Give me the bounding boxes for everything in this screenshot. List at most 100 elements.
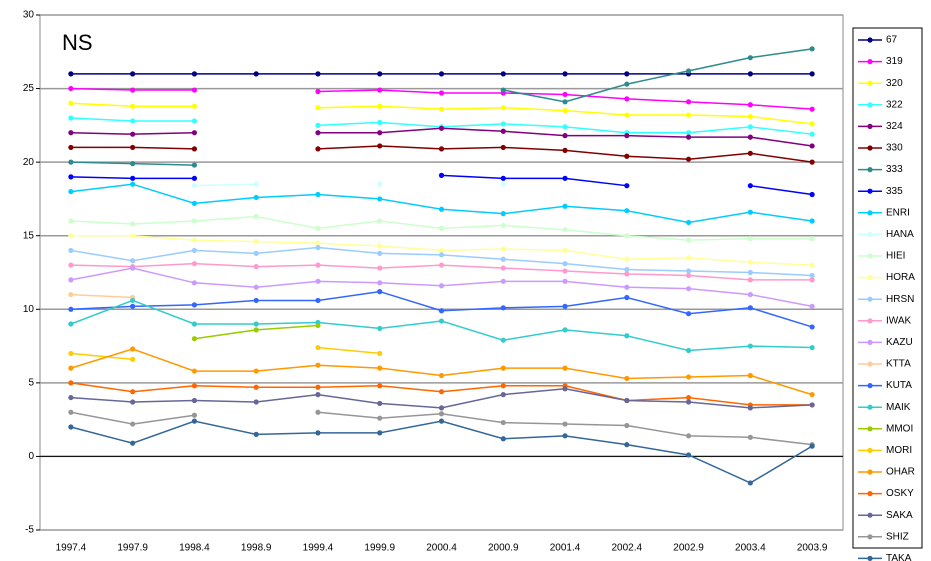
series-line xyxy=(503,48,813,103)
point xyxy=(130,71,136,77)
legend-label: HORA xyxy=(886,272,915,283)
point xyxy=(624,71,630,77)
point xyxy=(68,321,74,327)
point xyxy=(191,146,198,152)
point xyxy=(624,375,630,382)
point xyxy=(68,174,74,180)
point xyxy=(68,394,74,401)
point xyxy=(315,384,321,390)
y-tick-label: 20 xyxy=(23,157,35,168)
point xyxy=(747,183,753,189)
series-line xyxy=(194,183,257,187)
point xyxy=(130,297,136,304)
point xyxy=(562,203,568,209)
point xyxy=(624,333,630,339)
point xyxy=(685,286,692,292)
point xyxy=(68,247,74,254)
plot-area xyxy=(39,14,844,531)
point xyxy=(253,431,259,437)
point xyxy=(315,392,321,398)
point xyxy=(562,108,568,114)
point xyxy=(438,106,445,112)
point xyxy=(562,268,568,274)
point xyxy=(562,278,568,284)
legend-label: SHIZ xyxy=(886,531,909,542)
point xyxy=(377,325,383,332)
point xyxy=(500,419,506,426)
point xyxy=(562,386,568,392)
point xyxy=(562,133,568,139)
point xyxy=(68,233,74,239)
point xyxy=(562,303,568,309)
point xyxy=(438,405,445,411)
point xyxy=(624,271,630,277)
point xyxy=(747,236,753,242)
legend-marker xyxy=(867,37,873,43)
legend-marker xyxy=(867,231,873,237)
point xyxy=(438,172,445,178)
point xyxy=(191,71,198,77)
legend-marker xyxy=(867,167,873,173)
point xyxy=(253,213,259,220)
point xyxy=(747,102,753,108)
point xyxy=(500,181,506,187)
point xyxy=(809,303,815,309)
point xyxy=(191,280,198,286)
point xyxy=(500,436,506,442)
legend xyxy=(852,27,923,549)
point xyxy=(500,337,506,343)
point xyxy=(68,144,74,151)
point xyxy=(191,87,198,93)
point xyxy=(130,87,136,93)
legend-marker xyxy=(867,383,873,389)
point xyxy=(68,424,74,430)
point xyxy=(747,259,753,265)
point xyxy=(377,87,383,93)
y-tick-label: 0 xyxy=(28,451,34,462)
point xyxy=(377,280,383,286)
point xyxy=(253,321,259,327)
legend-marker xyxy=(867,491,873,497)
point xyxy=(809,191,815,198)
point xyxy=(685,399,692,405)
point xyxy=(809,121,815,127)
point xyxy=(685,237,692,243)
legend-label: 320 xyxy=(886,78,903,89)
point xyxy=(68,130,74,136)
point xyxy=(253,264,259,270)
point xyxy=(315,322,321,329)
point xyxy=(624,294,630,301)
point xyxy=(809,443,815,449)
legend-marker xyxy=(867,296,873,302)
legend-label: 319 xyxy=(886,56,903,67)
legend-label: MORI xyxy=(886,445,912,456)
point xyxy=(191,183,198,189)
point xyxy=(68,218,74,224)
point xyxy=(624,233,630,239)
legend-label: OHAR xyxy=(886,467,915,478)
point xyxy=(191,321,198,327)
point xyxy=(562,71,568,77)
legend-marker xyxy=(867,555,873,561)
point xyxy=(624,284,630,290)
point xyxy=(191,118,198,124)
point xyxy=(253,284,259,290)
point xyxy=(191,302,198,308)
point xyxy=(624,422,630,429)
point xyxy=(253,297,259,304)
legend-marker xyxy=(867,145,873,151)
point xyxy=(809,218,815,224)
point xyxy=(68,262,74,268)
point xyxy=(68,277,74,283)
legend-marker xyxy=(867,102,873,108)
point xyxy=(191,412,198,418)
point xyxy=(377,265,383,271)
x-tick-label: 2003.9 xyxy=(797,543,828,554)
point xyxy=(809,106,815,112)
point xyxy=(500,256,506,262)
point xyxy=(315,130,321,136)
point xyxy=(315,278,321,284)
legend-label: HIEI xyxy=(886,251,905,262)
point xyxy=(685,219,692,226)
legend-label: 67 xyxy=(886,35,898,46)
